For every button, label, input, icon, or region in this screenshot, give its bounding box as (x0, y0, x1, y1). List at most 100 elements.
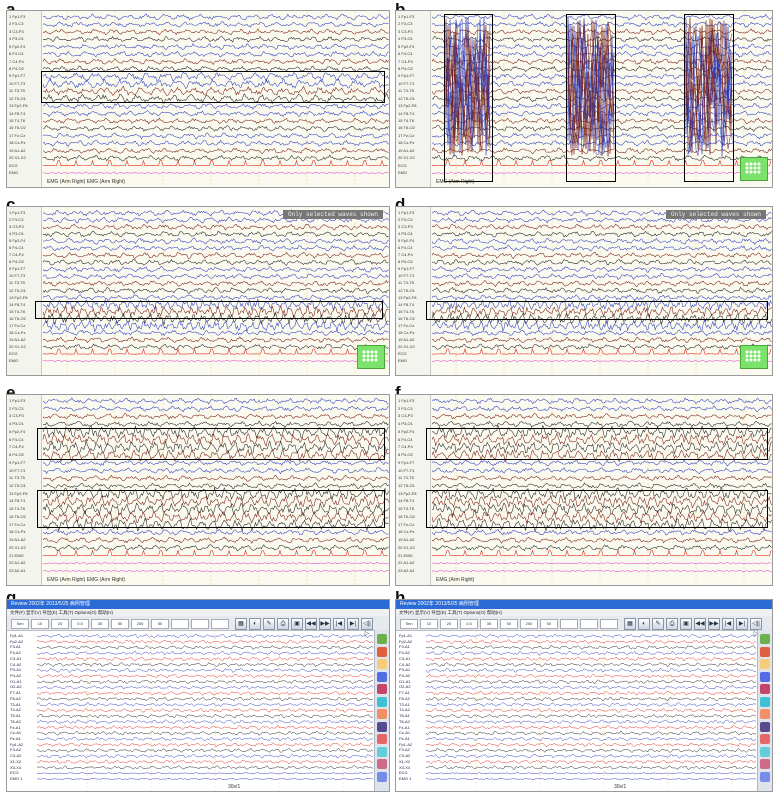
page-icon[interactable]: ◁||▷ (750, 618, 762, 637)
toolbar: Sen 10 20 0.5 35 50 250 50 ▦ ◐ ✎ ⎙ ▣ ◀◀ ▶▶ |◀ ▶| ◁||▷ (7, 616, 389, 637)
toolbar-field[interactable]: 250 (131, 619, 149, 629)
channel-label: 17 Fz-Cz (9, 521, 26, 527)
channel-label: 2 F3-C3 (398, 217, 413, 223)
toolbar-field[interactable]: 50 (500, 619, 518, 629)
select-wave-icon[interactable]: ▦ (624, 618, 636, 630)
sidebar-tool-icon[interactable] (377, 759, 387, 769)
eeg-trace (431, 298, 772, 312)
sidebar-tool-icon[interactable] (760, 646, 770, 657)
sidebar-tool-icon[interactable] (377, 771, 387, 782)
sidebar-tool-icon[interactable] (377, 634, 387, 644)
sidebar-tool-icon[interactable] (760, 659, 770, 669)
toolbar-field[interactable]: 35 (480, 619, 498, 629)
toolbar-field[interactable]: Sen (11, 619, 29, 629)
sidebar-tool-icon[interactable] (377, 746, 387, 757)
eeg-trace (36, 673, 374, 679)
sidebar-tool-icon[interactable] (760, 734, 770, 744)
toolbar-field[interactable]: 20 (440, 619, 458, 629)
sidebar-tool-icon[interactable] (760, 746, 770, 757)
eeg-trace (425, 696, 757, 702)
toolbar-field[interactable]: 0.5 (71, 619, 89, 629)
select-wave-icon[interactable]: ▦ (235, 618, 247, 630)
toolbar-field[interactable] (580, 619, 598, 629)
sidebar-tool-icon[interactable] (377, 671, 387, 682)
toolbar-field[interactable]: 50 (111, 619, 129, 629)
select-wave-icon[interactable] (740, 345, 768, 369)
artifact-trace (685, 32, 733, 148)
eeg-traces (425, 630, 757, 791)
edit-icon[interactable]: ✎ (263, 618, 275, 630)
montage-icon[interactable]: ◐ (249, 618, 261, 630)
sidebar-tool-icon[interactable] (377, 659, 387, 669)
sidebar-tool-icon[interactable] (760, 634, 770, 644)
channel-label: 20 X1-X2 (398, 544, 415, 550)
channel-label: Fp2-A2 (10, 638, 24, 644)
sidebar-tool-icon[interactable] (377, 734, 387, 744)
channel-label: Fz-A1 (399, 724, 410, 730)
nav-next-icon[interactable]: ▶| (736, 618, 748, 630)
fast-forward-icon[interactable]: ▶▶ (708, 618, 720, 630)
toolbar-field[interactable]: 20 (51, 619, 69, 629)
channel-label: 5 Fp2-F4 (398, 428, 415, 434)
toolbar-field[interactable]: 10 (420, 619, 438, 629)
sidebar-tool-icon[interactable] (760, 771, 770, 782)
montage-icon[interactable]: ◐ (638, 618, 650, 630)
toolbar-field[interactable]: 35 (91, 619, 109, 629)
eeg-trace (42, 448, 389, 463)
toolbar-field[interactable] (211, 619, 229, 629)
eeg-trace (431, 343, 772, 351)
channel-label: T6-A2 (399, 718, 410, 724)
select-wave-icon[interactable] (740, 157, 768, 181)
channel-label: 9 Fp1-F7 (9, 266, 26, 272)
page-icon[interactable]: ◁||▷ (361, 618, 373, 637)
edit-icon[interactable]: ✎ (652, 618, 664, 630)
channel-label: X1-X2 (399, 758, 411, 764)
sidebar-tool-icon[interactable] (377, 721, 387, 732)
sidebar-tool-icon[interactable] (760, 696, 770, 707)
channel-label: C3-A2 (10, 753, 22, 759)
sidebar-tool-icon[interactable] (760, 671, 770, 682)
sidebar-tool-icon[interactable] (760, 759, 770, 769)
toolbar-field[interactable] (560, 619, 578, 629)
toolbar-field[interactable] (191, 619, 209, 629)
sidebar-tool-icon[interactable] (760, 684, 770, 694)
select-wave-icon[interactable] (357, 345, 385, 369)
channel-label: C3-A1 (399, 655, 411, 661)
print-icon[interactable]: ⎙ (277, 618, 289, 630)
artifact-trace (567, 21, 615, 156)
sidebar-tool-icon[interactable] (377, 709, 387, 719)
channel-label: Fp1-A1 (10, 633, 24, 638)
nav-next-icon[interactable]: ▶| (347, 618, 359, 630)
sidebar-tool-icon[interactable] (760, 709, 770, 719)
eeg-trace (36, 650, 374, 656)
rewind-icon[interactable]: ◀◀ (694, 618, 706, 630)
eeg-trace (425, 753, 757, 759)
eeg-trace (42, 279, 389, 287)
zoom-icon[interactable]: ▣ (680, 618, 692, 630)
toolbar-field[interactable] (171, 619, 189, 629)
channel-label: T3-A1 (10, 701, 21, 707)
toolbar-field[interactable]: 0.5 (460, 619, 478, 629)
rewind-icon[interactable]: ◀◀ (305, 618, 317, 630)
channel-label: 11 T3-T5 (9, 88, 25, 94)
channel-label: 23 A2-A1 (398, 568, 415, 573)
toolbar-field[interactable]: 250 (520, 619, 538, 629)
toolbar-field[interactable]: 50 (151, 619, 169, 629)
panel-letter-a: a (6, 1, 15, 18)
fast-forward-icon[interactable]: ▶▶ (319, 618, 331, 630)
toolbar-field[interactable]: 50 (540, 619, 558, 629)
menu-bar[interactable]: 文件(F) 显示(V) 导出(E) 工具(T) Options(O) 帮助(H) (396, 609, 772, 616)
menu-bar[interactable]: 文件(F) 显示(V) 导出(E) 工具(T) Options(O) 帮助(H) (7, 609, 389, 616)
zoom-icon[interactable]: ▣ (291, 618, 303, 630)
toolbar-field[interactable] (600, 619, 618, 629)
sidebar-tool-icon[interactable] (377, 696, 387, 707)
nav-prev-icon[interactable]: |◀ (333, 618, 345, 630)
toolbar-field[interactable]: Sen (400, 619, 418, 629)
nav-prev-icon[interactable]: |◀ (722, 618, 734, 630)
sidebar-tool-icon[interactable] (377, 684, 387, 694)
print-icon[interactable]: ⎙ (666, 618, 678, 630)
toolbar-field[interactable]: 10 (31, 619, 49, 629)
sidebar-tool-icon[interactable] (760, 721, 770, 732)
sidebar-tool-icon[interactable] (377, 646, 387, 657)
eeg-trace (42, 139, 389, 147)
